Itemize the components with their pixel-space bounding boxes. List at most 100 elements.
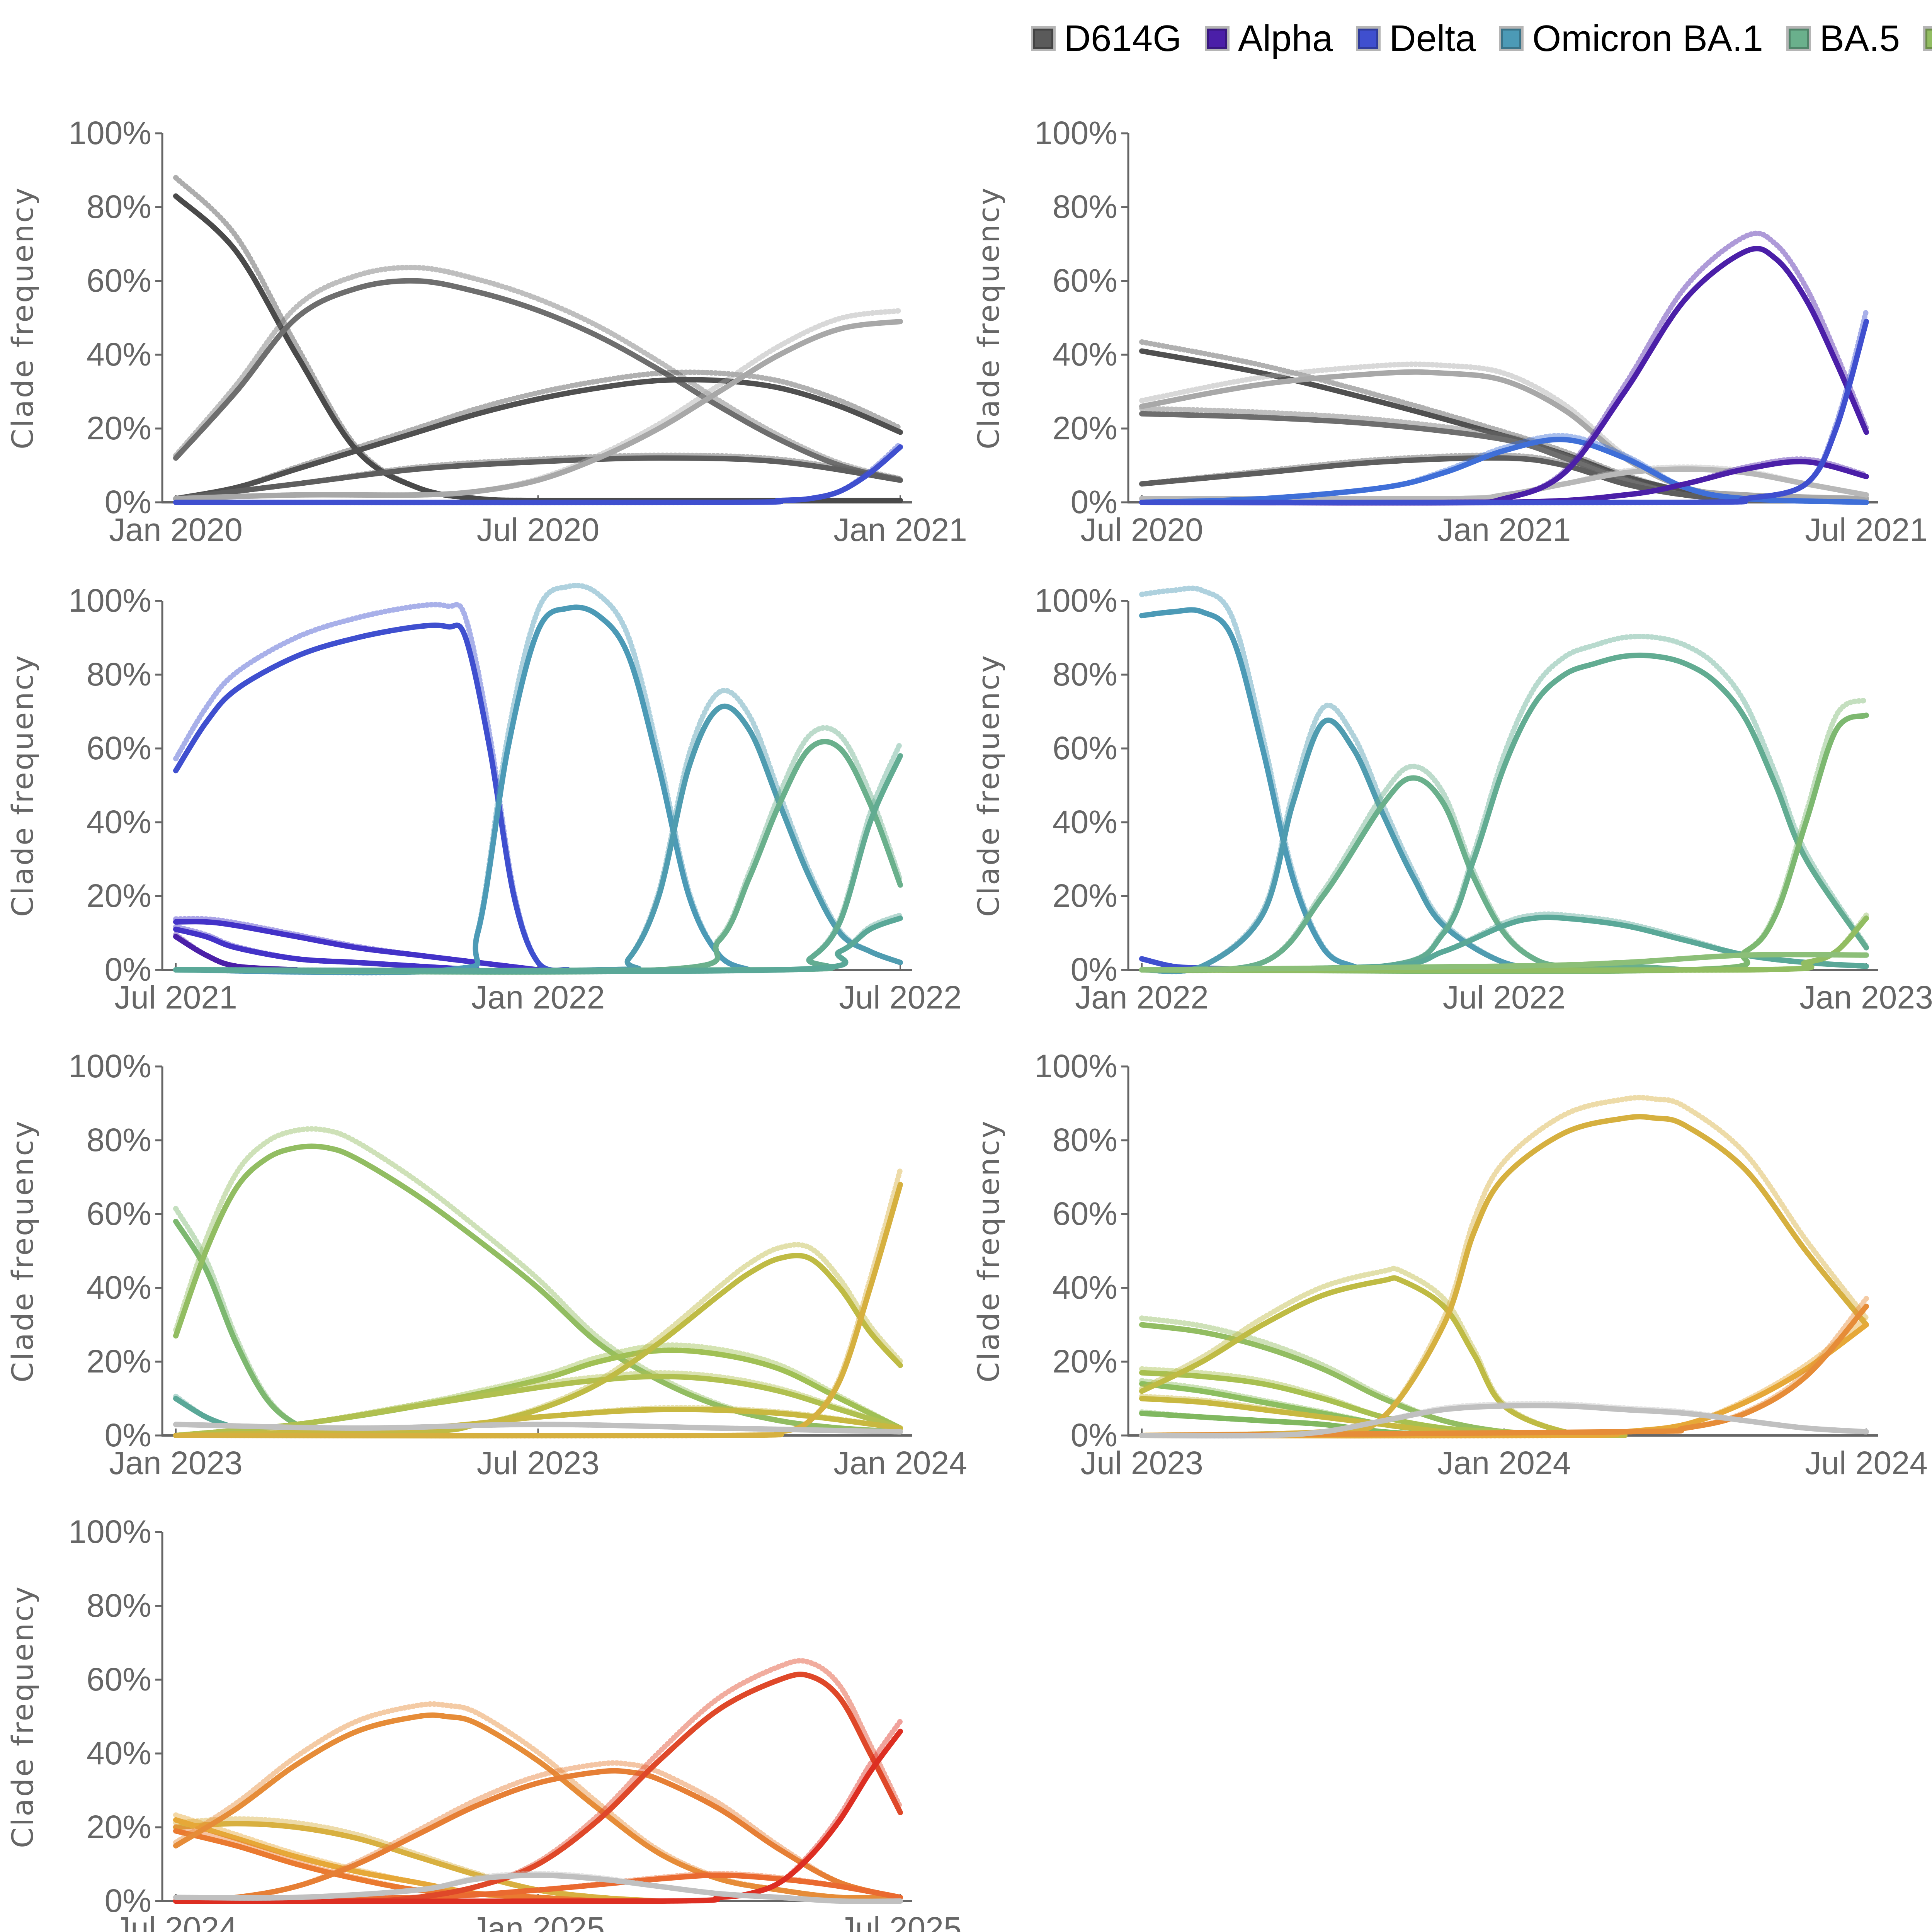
legend-label: Omicron BA.1 bbox=[1532, 18, 1763, 59]
x-tick-label: Jan 2020 bbox=[109, 512, 243, 548]
x-tick-label: Jan 2021 bbox=[833, 512, 967, 548]
series-observed-points bbox=[173, 265, 903, 482]
legend-swatch bbox=[1356, 26, 1381, 51]
series-line bbox=[173, 622, 571, 973]
legend-label: D614G bbox=[1064, 18, 1182, 59]
series-line bbox=[173, 739, 903, 975]
y-tick-label: 100% bbox=[1034, 582, 1117, 619]
y-tick-label: 80% bbox=[87, 189, 151, 225]
panel-5: 0% 20% 40% 60% 80% 100% Jan 2022 Jul 2022 Jan 20… bbox=[971, 582, 1932, 1015]
legend-item: XBB.1.5 bbox=[1923, 17, 1932, 60]
series-line bbox=[173, 377, 903, 502]
series-line bbox=[1139, 952, 1869, 973]
series-line bbox=[1139, 1275, 1628, 1438]
legend-item: Delta bbox=[1356, 17, 1476, 60]
series-line bbox=[173, 1828, 601, 1904]
y-tick-label: 80% bbox=[1053, 1122, 1117, 1158]
y-tick-label: 100% bbox=[68, 582, 151, 619]
x-tick-label: Jul 2022 bbox=[839, 979, 962, 1015]
legend-swatch bbox=[1923, 26, 1932, 51]
x-tick-label: Jan 2022 bbox=[1075, 979, 1209, 1015]
y-tick-label: 20% bbox=[1053, 878, 1117, 914]
y-tick-label: 40% bbox=[87, 804, 151, 840]
x-tick-label: Jan 2021 bbox=[1437, 512, 1571, 548]
series-line bbox=[173, 604, 752, 976]
series-line bbox=[1139, 437, 1869, 505]
series-line bbox=[173, 753, 903, 974]
series-line bbox=[1139, 466, 1869, 502]
series-observed-points bbox=[1139, 585, 1447, 973]
y-tick-label: 100% bbox=[1034, 1048, 1117, 1084]
y-tick-label: 20% bbox=[1053, 410, 1117, 446]
y-tick-label: 20% bbox=[87, 1343, 151, 1379]
series-line bbox=[1139, 718, 1567, 974]
y-tick-label: 20% bbox=[87, 410, 151, 446]
y-tick-label: 60% bbox=[87, 1196, 151, 1232]
series-line bbox=[173, 1422, 903, 1435]
x-tick-label: Jan 2024 bbox=[833, 1445, 967, 1481]
x-tick-label: Jul 2021 bbox=[1805, 512, 1928, 548]
legend-label: Alpha bbox=[1238, 18, 1333, 59]
x-tick-label: Jul 2021 bbox=[114, 979, 237, 1015]
y-tick-label: 40% bbox=[1053, 336, 1117, 372]
legend-swatch bbox=[1786, 26, 1811, 51]
x-tick-label: Jul 2024 bbox=[114, 1910, 237, 1932]
x-tick-label: Jan 2022 bbox=[471, 979, 605, 1015]
y-tick-label: 60% bbox=[1053, 262, 1117, 299]
legend-item: D614G bbox=[1031, 17, 1182, 60]
series-line bbox=[173, 1768, 903, 1904]
y-tick-label: 60% bbox=[87, 730, 151, 766]
y-tick-label: 80% bbox=[87, 1122, 151, 1158]
y-tick-label: 0% bbox=[105, 1417, 151, 1453]
y-tick-label: 40% bbox=[87, 336, 151, 372]
panel-2: 0% 20% 40% 60% 80% 100% Jul 2020 Jan 2021 Jul 20… bbox=[971, 115, 1928, 548]
x-tick-label: Jul 2023 bbox=[477, 1445, 600, 1481]
y-tick-label: 80% bbox=[87, 656, 151, 692]
legend-swatch bbox=[1204, 26, 1230, 51]
y-tick-label: 0% bbox=[1071, 951, 1117, 988]
x-tick-label: Jul 2025 bbox=[839, 1910, 962, 1932]
series-line bbox=[1139, 1403, 1869, 1439]
y-tick-label: 60% bbox=[87, 1661, 151, 1697]
legend-label: Delta bbox=[1389, 18, 1476, 59]
x-tick-label: Jan 2024 bbox=[1437, 1445, 1571, 1481]
series-observed-points bbox=[173, 1701, 903, 1901]
x-tick-label: Jan 2023 bbox=[109, 1445, 243, 1481]
y-axis-label: Clade frequency bbox=[971, 186, 1006, 449]
series-line bbox=[173, 1672, 903, 1904]
y-axis-label: Clade frequency bbox=[5, 186, 40, 449]
y-tick-label: 100% bbox=[68, 1048, 151, 1084]
y-tick-label: 0% bbox=[105, 484, 151, 520]
series-line bbox=[173, 319, 903, 502]
legend-swatch bbox=[1031, 26, 1056, 51]
series-line bbox=[173, 1182, 903, 1439]
y-tick-label: 40% bbox=[87, 1269, 151, 1306]
y-tick-label: 0% bbox=[105, 951, 151, 988]
y-tick-label: 60% bbox=[87, 262, 151, 299]
x-tick-label: Jan 2023 bbox=[1799, 979, 1932, 1015]
y-tick-label: 80% bbox=[1053, 656, 1117, 692]
series-observed-points bbox=[1139, 1296, 1869, 1438]
panel-8: 0% 20% 40% 60% 80% 100% Jul 2023 Jan 2024 Jul 20… bbox=[971, 1048, 1928, 1481]
y-tick-label: 80% bbox=[1053, 189, 1117, 225]
series-line bbox=[173, 1872, 903, 1904]
y-tick-label: 100% bbox=[1034, 115, 1117, 151]
y-axis-label: Clade frequency bbox=[971, 1119, 1006, 1383]
panel-4: 0% 20% 40% 60% 80% 100% Jul 2021 Jan 2022 Jul 20… bbox=[5, 582, 962, 1015]
y-axis-label: Clade frequency bbox=[5, 654, 40, 917]
y-tick-label: 0% bbox=[1071, 1417, 1117, 1453]
x-tick-label: Jul 2020 bbox=[477, 512, 600, 548]
panel-7: 0% 20% 40% 60% 80% 100% Jan 2023 Jul 2023 Jan 20… bbox=[5, 1048, 967, 1481]
x-tick-label: Jan 2025 bbox=[471, 1910, 605, 1932]
series-line bbox=[173, 915, 903, 974]
x-tick-label: Jul 2023 bbox=[1080, 1445, 1203, 1481]
series-line bbox=[173, 455, 903, 502]
y-tick-label: 80% bbox=[87, 1587, 151, 1624]
series-line bbox=[1139, 1303, 1869, 1438]
legend-item: BA.5 bbox=[1786, 17, 1900, 60]
series-line bbox=[173, 1821, 662, 1904]
series-line bbox=[173, 1253, 903, 1438]
y-tick-label: 100% bbox=[68, 1514, 151, 1550]
series-observed-points bbox=[1139, 1095, 1869, 1438]
